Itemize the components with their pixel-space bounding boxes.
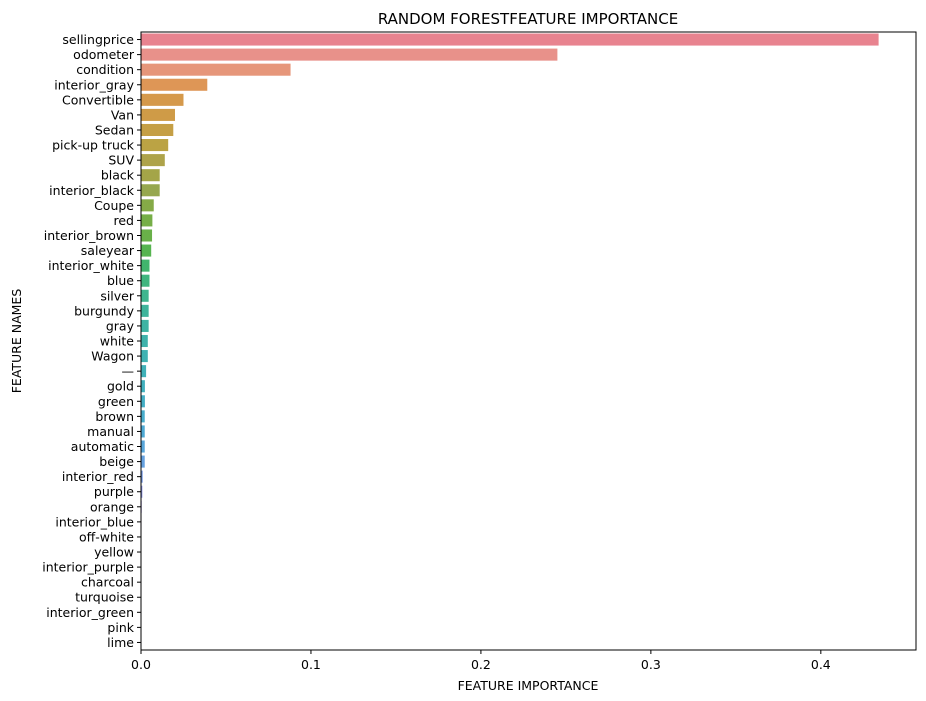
bar-22 [141, 365, 147, 378]
x-ticks: 0.0 0.1 0.2 0.3 0.4 [131, 650, 831, 672]
bar-30 [141, 485, 143, 498]
bar-19 [141, 319, 149, 332]
bar-14 [141, 244, 152, 257]
y-tick-label: pink [107, 620, 134, 635]
y-tick-label: pick-up truck [52, 138, 135, 153]
y-tick-label: brown [95, 409, 134, 424]
y-tick-label: green [98, 394, 134, 409]
y-tick-label: orange [90, 499, 134, 514]
y-tick-label: interior_purple [42, 560, 134, 575]
y-tick-label: manual [87, 424, 134, 439]
y-tick-label: interior_white [48, 258, 134, 273]
y-tick-label: white [100, 334, 135, 349]
bar-17 [141, 289, 149, 302]
y-tick-label: interior_brown [44, 228, 134, 243]
bar-25 [141, 410, 145, 423]
bar-11 [141, 199, 154, 212]
y-tick-label: condition [76, 62, 134, 77]
y-tick-label: interior_red [62, 469, 134, 484]
y-tick-label: interior_gray [54, 77, 134, 92]
bar-15 [141, 259, 150, 272]
bar-16 [141, 274, 150, 287]
bar-23 [141, 380, 145, 393]
x-tick-label: 0.1 [301, 657, 321, 672]
bar-6 [141, 123, 174, 137]
bar-9 [141, 169, 160, 182]
bar-27 [141, 440, 145, 453]
x-tick-label: 0.0 [131, 657, 151, 672]
plot-frame [140, 31, 917, 651]
y-tick-label: gray [106, 318, 135, 333]
y-tick-label: Van [111, 107, 134, 122]
x-tick-label: 0.2 [471, 657, 491, 672]
x-tick-label: 0.4 [811, 657, 831, 672]
x-axis-label: FEATURE IMPORTANCE [458, 678, 599, 693]
y-tick-label: charcoal [81, 575, 134, 590]
bar-29 [141, 470, 143, 483]
y-tick-label: Coupe [94, 198, 134, 213]
y-tick-label: off-white [79, 529, 134, 544]
y-tick-label: burgundy [74, 303, 134, 318]
bar-24 [141, 395, 145, 408]
bar-28 [141, 455, 145, 468]
bar-1 [141, 48, 558, 61]
y-tick-label: SUV [108, 153, 134, 168]
y-tick-label: interior_black [49, 183, 135, 198]
y-tick-labels: sellingpriceodometerconditioninterior_gr… [42, 32, 141, 650]
y-tick-label: red [114, 213, 135, 228]
y-tick-label: automatic [71, 439, 134, 454]
y-tick-label: Convertible [62, 92, 134, 107]
bar-12 [141, 214, 153, 227]
y-tick-label: blue [107, 273, 134, 288]
y-tick-label: beige [99, 454, 134, 469]
bar-20 [141, 334, 148, 348]
y-tick-label: yellow [94, 545, 134, 560]
y-tick-label: sellingprice [62, 32, 134, 47]
y-tick-label: Sedan [95, 122, 134, 137]
y-tick-label: silver [100, 288, 135, 303]
bar-8 [141, 154, 165, 167]
bar-10 [141, 184, 160, 197]
x-tick-label: 0.3 [641, 657, 661, 672]
y-tick-label: saleyear [81, 243, 135, 258]
bar-26 [141, 425, 145, 438]
y-tick-label: lime [107, 635, 134, 650]
bar-3 [141, 78, 208, 91]
y-tick-label: black [101, 168, 135, 183]
bars-group [141, 33, 879, 649]
chart-title: RANDOM FORESTFEATURE IMPORTANCE [378, 10, 678, 28]
bar-0 [141, 33, 879, 46]
bar-21 [141, 350, 148, 363]
bar-4 [141, 93, 184, 106]
y-tick-label: interior_green [46, 605, 134, 620]
y-tick-label: — [122, 364, 135, 379]
y-axis-label: FEATURE NAMES [9, 289, 24, 394]
y-tick-label: turquoise [75, 590, 134, 605]
y-tick-label: interior_blue [55, 514, 134, 529]
bar-18 [141, 304, 149, 317]
bar-2 [141, 63, 291, 76]
bar-13 [141, 229, 153, 242]
y-tick-label: gold [107, 379, 134, 394]
bar-7 [141, 139, 169, 152]
y-tick-label: Wagon [91, 349, 134, 364]
y-tick-label: purple [94, 484, 134, 499]
bar-5 [141, 108, 175, 121]
y-tick-label: odometer [73, 47, 135, 62]
